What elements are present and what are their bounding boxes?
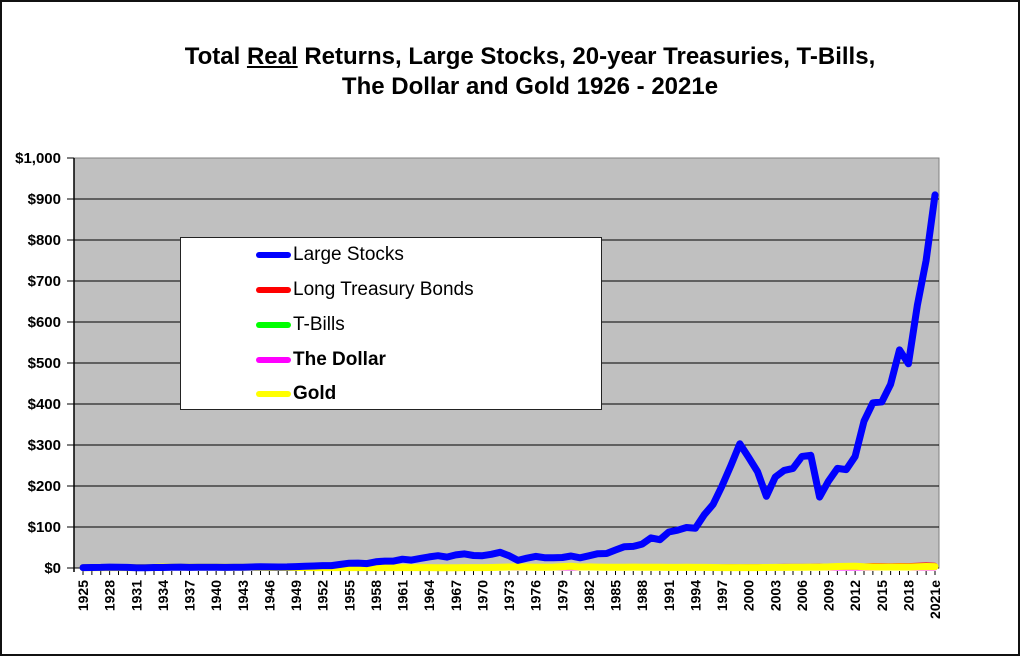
legend-label: The Dollar	[293, 349, 386, 370]
x-tick-label: 2018	[900, 580, 916, 611]
chart-title-line-2: The Dollar and Gold 1926 - 2021e	[341, 73, 719, 100]
legend-label: Long Treasury Bonds	[293, 279, 474, 300]
y-tick-label: $200	[28, 478, 61, 495]
x-tick-label: 1988	[634, 580, 650, 611]
x-tick-label: 1967	[448, 580, 464, 611]
x-tick-label: 2006	[794, 580, 810, 611]
x-tick-label: 1979	[554, 580, 570, 611]
x-tick-label: 1961	[395, 580, 411, 611]
legend-label: T-Bills	[293, 314, 345, 335]
y-tick-label: $500	[28, 355, 61, 372]
legend-label: Gold	[293, 383, 337, 404]
x-tick-label: 1952	[315, 580, 331, 611]
x-tick-label: 2003	[767, 580, 783, 611]
data-series	[79, 191, 939, 572]
y-tick-label: $100	[28, 519, 61, 536]
legend-swatch-line-icon	[256, 391, 291, 397]
x-tick-label: 1928	[102, 580, 118, 611]
x-tick-label: 1994	[687, 580, 703, 611]
x-tick-label: 1946	[261, 580, 277, 611]
legend-swatch-line-icon	[256, 357, 291, 363]
legend-swatch-line-icon	[256, 252, 291, 258]
x-tick-label: 1991	[661, 580, 677, 611]
y-tick-label: $600	[28, 314, 61, 331]
x-tick-label: 1970	[474, 580, 490, 611]
y-tick-label: $400	[28, 396, 61, 413]
y-tick-label: $300	[28, 437, 61, 454]
x-tick-label: 1985	[608, 580, 624, 611]
legend-item-t-bills: T-Bills	[256, 313, 345, 337]
x-tick-label: 1955	[341, 580, 357, 611]
y-tick-label: $700	[28, 273, 61, 290]
x-tick-label: 2000	[741, 580, 757, 611]
x-tick-label: 2015	[874, 580, 890, 611]
legend-label: Large Stocks	[293, 244, 404, 265]
title-underlined-word: Real	[246, 43, 298, 70]
chart-title-line-1: Total Real Returns, Large Stocks, 20-yea…	[0, 42, 1024, 72]
legend-item-long-treasury-bonds: Long Treasury Bonds	[256, 278, 474, 302]
y-tick-label: $800	[28, 232, 61, 249]
chart-legend: Large Stocks Long Treasury Bonds T-Bills…	[180, 237, 602, 410]
legend-swatch-line-icon	[256, 322, 291, 328]
y-tick-label: $0	[44, 560, 61, 577]
x-tick-label: 1997	[714, 580, 730, 611]
x-tick-label: 1931	[128, 580, 144, 611]
x-tick-label: 1976	[528, 580, 544, 611]
legend-item-the-dollar: The Dollar	[256, 348, 386, 372]
legend-swatch-line-icon	[256, 287, 291, 293]
y-tick-label: $1,000	[15, 150, 61, 167]
x-tick-label: 1982	[581, 580, 597, 611]
legend-item-large-stocks: Large Stocks	[256, 243, 404, 267]
title-prefix: Total	[184, 43, 247, 70]
x-tick-label: 1937	[182, 580, 198, 611]
y-tick-label: $900	[28, 191, 61, 208]
x-tick-label: 1964	[421, 580, 437, 611]
x-tick-label: 1949	[288, 580, 304, 611]
x-tick-label: 1958	[368, 580, 384, 611]
x-tick-label: 2009	[821, 580, 837, 611]
y-axis: $0 $100 $200 $300 $400 $500 $600 $700 $800 $900 $1…	[15, 150, 75, 577]
legend-item-gold: Gold	[256, 382, 336, 406]
x-tick-label: 1943	[235, 580, 251, 611]
title-suffix: Returns, Large Stocks, 20-year Treasurie…	[297, 43, 876, 70]
x-axis: 1925 1928 1931 1934 1937 1940 1943 1946 1949 1952…	[74, 567, 943, 619]
x-tick-label: 1925	[75, 580, 91, 611]
x-tick-label: 2021e	[927, 580, 943, 619]
x-tick-label: 1940	[208, 580, 224, 611]
x-tick-label: 1934	[155, 580, 171, 611]
x-tick-label: 1973	[501, 580, 517, 611]
x-tick-label: 2012	[847, 580, 863, 611]
series-line-large-stocks	[79, 191, 939, 572]
